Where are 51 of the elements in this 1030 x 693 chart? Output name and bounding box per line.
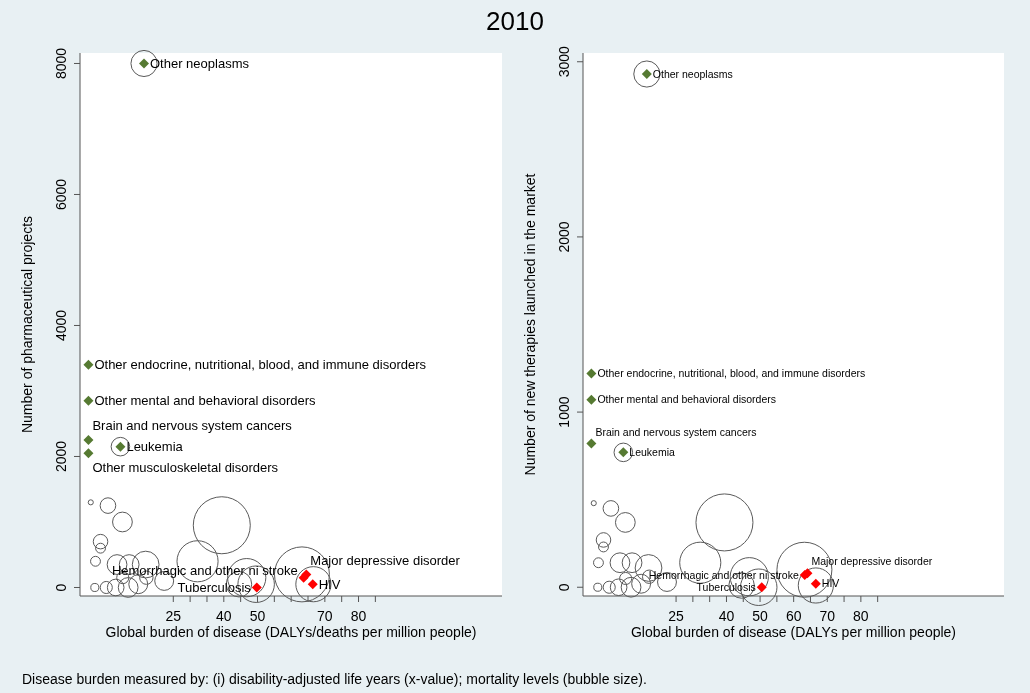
point xyxy=(83,359,94,370)
point xyxy=(586,394,597,405)
annotation: Other neoplasms xyxy=(149,56,250,72)
x-tick-label: 80 xyxy=(350,608,367,624)
x-axis-title: Global burden of disease (DALYs/deaths per million people) xyxy=(105,624,477,640)
x-tick-label: 50 xyxy=(752,608,769,624)
annotation: Major depressive disorder xyxy=(310,552,461,568)
text: Disease burden measured by: (i) disability-adjusted life years (x-value); mortality levels (bubble size). xyxy=(22,671,647,687)
annotation: Other endocrine, nutritional, blood, and immune disorders xyxy=(597,367,866,380)
x-axis-title: Global burden of disease (DALYs per million people) xyxy=(630,624,957,640)
annotation: Other neoplasms xyxy=(652,67,733,80)
x-tick-label: 50 xyxy=(249,608,266,624)
annotation: Leukemia xyxy=(629,446,676,459)
y-tick-label: 2000 xyxy=(53,440,69,473)
x-tick-label: 70 xyxy=(819,608,836,624)
x-tick-label: 40 xyxy=(216,608,232,624)
x-tick-label: 25 xyxy=(668,608,685,624)
y-tick-label: 0 xyxy=(556,583,572,592)
y-tick-label: 6000 xyxy=(53,178,69,211)
annotation: Brain and nervous system cancers xyxy=(595,425,757,438)
x-tick-label: 70 xyxy=(317,608,333,624)
annotation: Leukemia xyxy=(126,439,184,455)
y-tick-label: 4000 xyxy=(53,309,69,342)
point xyxy=(83,395,94,406)
annotation: Other mental and behavioral disorders xyxy=(597,393,777,406)
annotation: HIV xyxy=(318,576,341,592)
annotation: Other endocrine, nutritional, blood, and immune disorders xyxy=(94,357,427,373)
annotation: Brain and nervous system cancers xyxy=(92,418,293,434)
annotation: HIV xyxy=(821,577,840,590)
point xyxy=(83,448,94,459)
annotation: Tuberculosis xyxy=(696,580,756,593)
x-tick-label: 80 xyxy=(853,608,869,624)
chart-title: 2010 xyxy=(486,6,544,36)
x-tick-label: 60 xyxy=(785,608,802,624)
x-tick-label: 40 xyxy=(718,608,735,624)
point xyxy=(586,438,597,449)
y-axis-title: Number of pharmaceutical projects xyxy=(19,215,35,434)
annotation: Other musculoskeletal disorders xyxy=(92,460,279,476)
y-tick-label: 2000 xyxy=(556,221,572,253)
y-tick-label: 8000 xyxy=(53,47,69,80)
y-tick-label: 1000 xyxy=(556,396,572,428)
annotation: Major depressive disorder xyxy=(811,555,933,568)
annotation: Other mental and behavioral disorders xyxy=(94,393,317,409)
point xyxy=(83,435,94,446)
y-tick-label: 0 xyxy=(53,583,69,592)
annotation: Tuberculosis xyxy=(177,580,252,596)
y-axis-title: Number of new therapies launched in the market xyxy=(522,173,538,476)
point xyxy=(586,368,597,379)
y-tick-label: 3000 xyxy=(556,45,572,78)
x-tick-label: 25 xyxy=(165,608,182,624)
annotation: Hemorrhagic and other ni stroke xyxy=(648,568,799,581)
